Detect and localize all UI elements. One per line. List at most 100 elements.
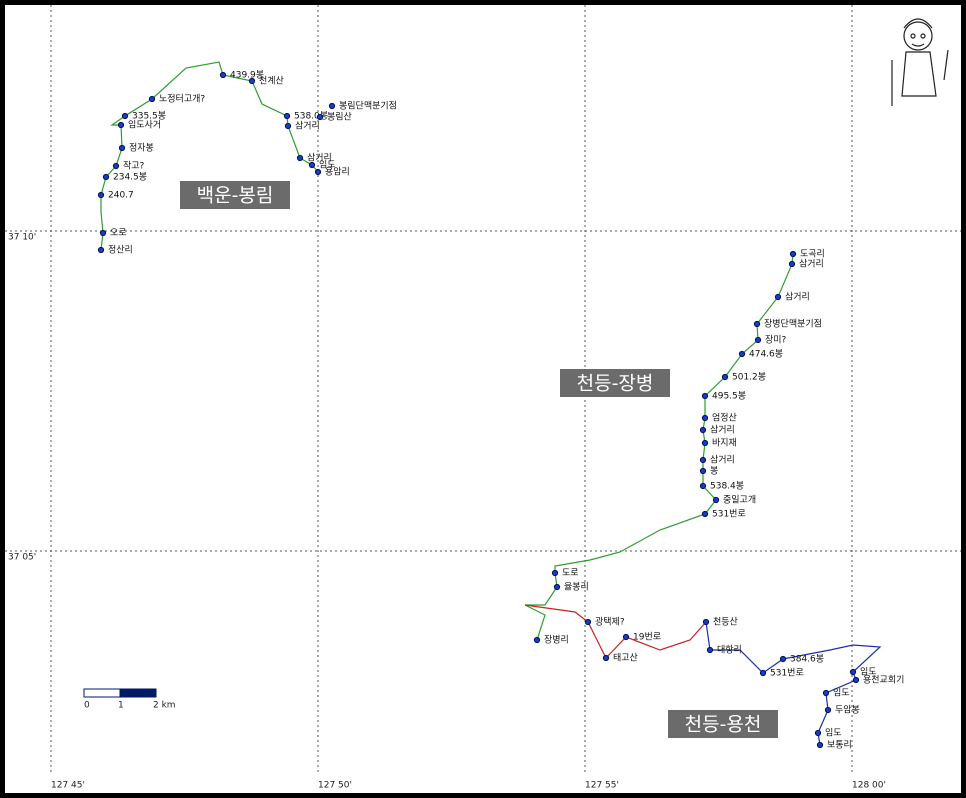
waypoint-label: 531번로 bbox=[770, 668, 804, 679]
waypoint-label: 474.6봉 bbox=[749, 349, 783, 360]
lat-label: 37 05' bbox=[8, 553, 36, 563]
waypoint bbox=[121, 112, 129, 120]
waypoint-label: 538.4봉 bbox=[710, 481, 744, 492]
waypoint bbox=[118, 144, 126, 152]
waypoint-label: 오로 bbox=[110, 228, 127, 239]
waypoint-label: 임도 bbox=[833, 687, 850, 699]
route-name: 백운-봉림 bbox=[197, 185, 274, 207]
waypoint bbox=[779, 655, 787, 663]
waypoint bbox=[296, 154, 304, 162]
waypoint bbox=[219, 71, 227, 79]
waypoint-label: 용암리 bbox=[325, 166, 350, 178]
waypoint-label: 정산리 bbox=[108, 245, 133, 256]
waypoint bbox=[759, 669, 767, 677]
waypoint bbox=[102, 173, 110, 181]
waypoint-label: 495.5봉 bbox=[712, 391, 746, 402]
waypoint bbox=[706, 646, 714, 654]
waypoint bbox=[112, 162, 120, 170]
waypoint-label: 중일고개 bbox=[723, 495, 756, 506]
lon-label: 127 55' bbox=[585, 781, 619, 791]
waypoint-label: 장병단맥분기점 bbox=[764, 318, 822, 330]
waypoint-label: 엄정산 bbox=[712, 412, 737, 424]
waypoint-label: 작고? bbox=[123, 161, 145, 172]
waypoint-label: 531번로 bbox=[712, 509, 746, 520]
waypoint bbox=[699, 426, 707, 434]
waypoint-label: 도로 bbox=[562, 569, 579, 579]
waypoint-label: 439.9봉 bbox=[230, 70, 264, 81]
waypoint bbox=[308, 161, 316, 169]
waypoint-label: 임도 bbox=[860, 666, 877, 678]
waypoint bbox=[248, 77, 256, 85]
waypoint-label: 봉림단맥분기점 bbox=[339, 100, 397, 112]
waypoint bbox=[789, 250, 797, 258]
waypoint-label: 봉 bbox=[710, 466, 718, 477]
waypoint-label: 삼거리 bbox=[295, 121, 320, 132]
lon-label: 127 50' bbox=[318, 781, 352, 791]
waypoint bbox=[97, 246, 105, 254]
waypoint bbox=[852, 676, 860, 684]
waypoint-label: 삼거리 bbox=[785, 292, 810, 303]
waypoint-label: 임도 bbox=[825, 727, 842, 739]
waypoint bbox=[314, 168, 322, 176]
waypoint bbox=[602, 654, 610, 662]
route-name: 천등-장병 bbox=[577, 373, 654, 395]
waypoint bbox=[721, 373, 729, 381]
waypoint-label: 240.7 bbox=[108, 191, 134, 201]
waypoint-label: 538.0봉 bbox=[294, 111, 328, 122]
waypoint-label: 바지재 bbox=[712, 438, 737, 449]
scale-segment bbox=[119, 688, 157, 698]
scale-segment bbox=[83, 688, 121, 698]
lon-label: 128 00' bbox=[852, 781, 886, 791]
route-name-box bbox=[668, 710, 778, 738]
waypoint bbox=[97, 191, 105, 199]
waypoint-label: 정자봉 bbox=[129, 143, 154, 154]
waypoint-label: 장병리 bbox=[544, 635, 569, 646]
waypoint bbox=[822, 689, 830, 697]
lon-label: 127 45' bbox=[51, 781, 85, 791]
waypoint bbox=[702, 618, 710, 626]
waypoint bbox=[738, 350, 746, 358]
waypoint-label: 234.5봉 bbox=[113, 172, 147, 183]
waypoint-label: 태고산 bbox=[613, 653, 638, 664]
waypoint bbox=[584, 618, 592, 626]
waypoint bbox=[148, 95, 156, 103]
lat-label: 37 10' bbox=[8, 233, 36, 243]
waypoint bbox=[284, 122, 292, 130]
waypoint-label: 광택제? bbox=[595, 616, 625, 628]
waypoint-label: 임도사거 bbox=[128, 119, 161, 131]
route-name: 천등-용천 bbox=[685, 714, 762, 736]
track bbox=[524, 604, 707, 660]
waypoint-label: 501.2봉 bbox=[732, 372, 766, 383]
waypoint bbox=[553, 583, 561, 591]
scale-label: 2 km bbox=[153, 701, 176, 711]
waypoint-label: 천등산 bbox=[713, 617, 738, 628]
waypoint-label: 19번로 bbox=[633, 632, 661, 643]
waypoint bbox=[283, 112, 291, 120]
waypoint bbox=[533, 636, 541, 644]
waypoint-label: 보통리 bbox=[827, 740, 852, 751]
waypoint bbox=[754, 336, 762, 344]
waypoint-label: 장미? bbox=[765, 335, 787, 346]
route-name-box bbox=[560, 369, 670, 397]
waypoint bbox=[117, 121, 125, 129]
waypoint bbox=[816, 741, 824, 749]
waypoint bbox=[701, 392, 709, 400]
hiker-icon bbox=[891, 18, 949, 106]
waypoint-label: 대항리 bbox=[717, 645, 742, 656]
waypoint-label: 384.6봉 bbox=[790, 654, 824, 665]
waypoint-label: 용천교회기 bbox=[863, 675, 904, 686]
scale-bar: 0 1 2 km bbox=[83, 688, 176, 711]
waypoint bbox=[788, 260, 796, 268]
waypoint-label: 삼거리 bbox=[799, 259, 824, 270]
waypoint-label: 삼거리 bbox=[710, 455, 735, 466]
waypoint bbox=[551, 569, 559, 577]
waypoint bbox=[824, 706, 832, 714]
waypoint bbox=[701, 439, 709, 447]
waypoint-label: 삼거리 bbox=[710, 425, 735, 436]
waypoint-label: 율봉리 bbox=[564, 582, 589, 593]
waypoint bbox=[622, 633, 630, 641]
route-name-box bbox=[180, 181, 290, 209]
waypoint-label: 도곡리 bbox=[800, 249, 825, 260]
